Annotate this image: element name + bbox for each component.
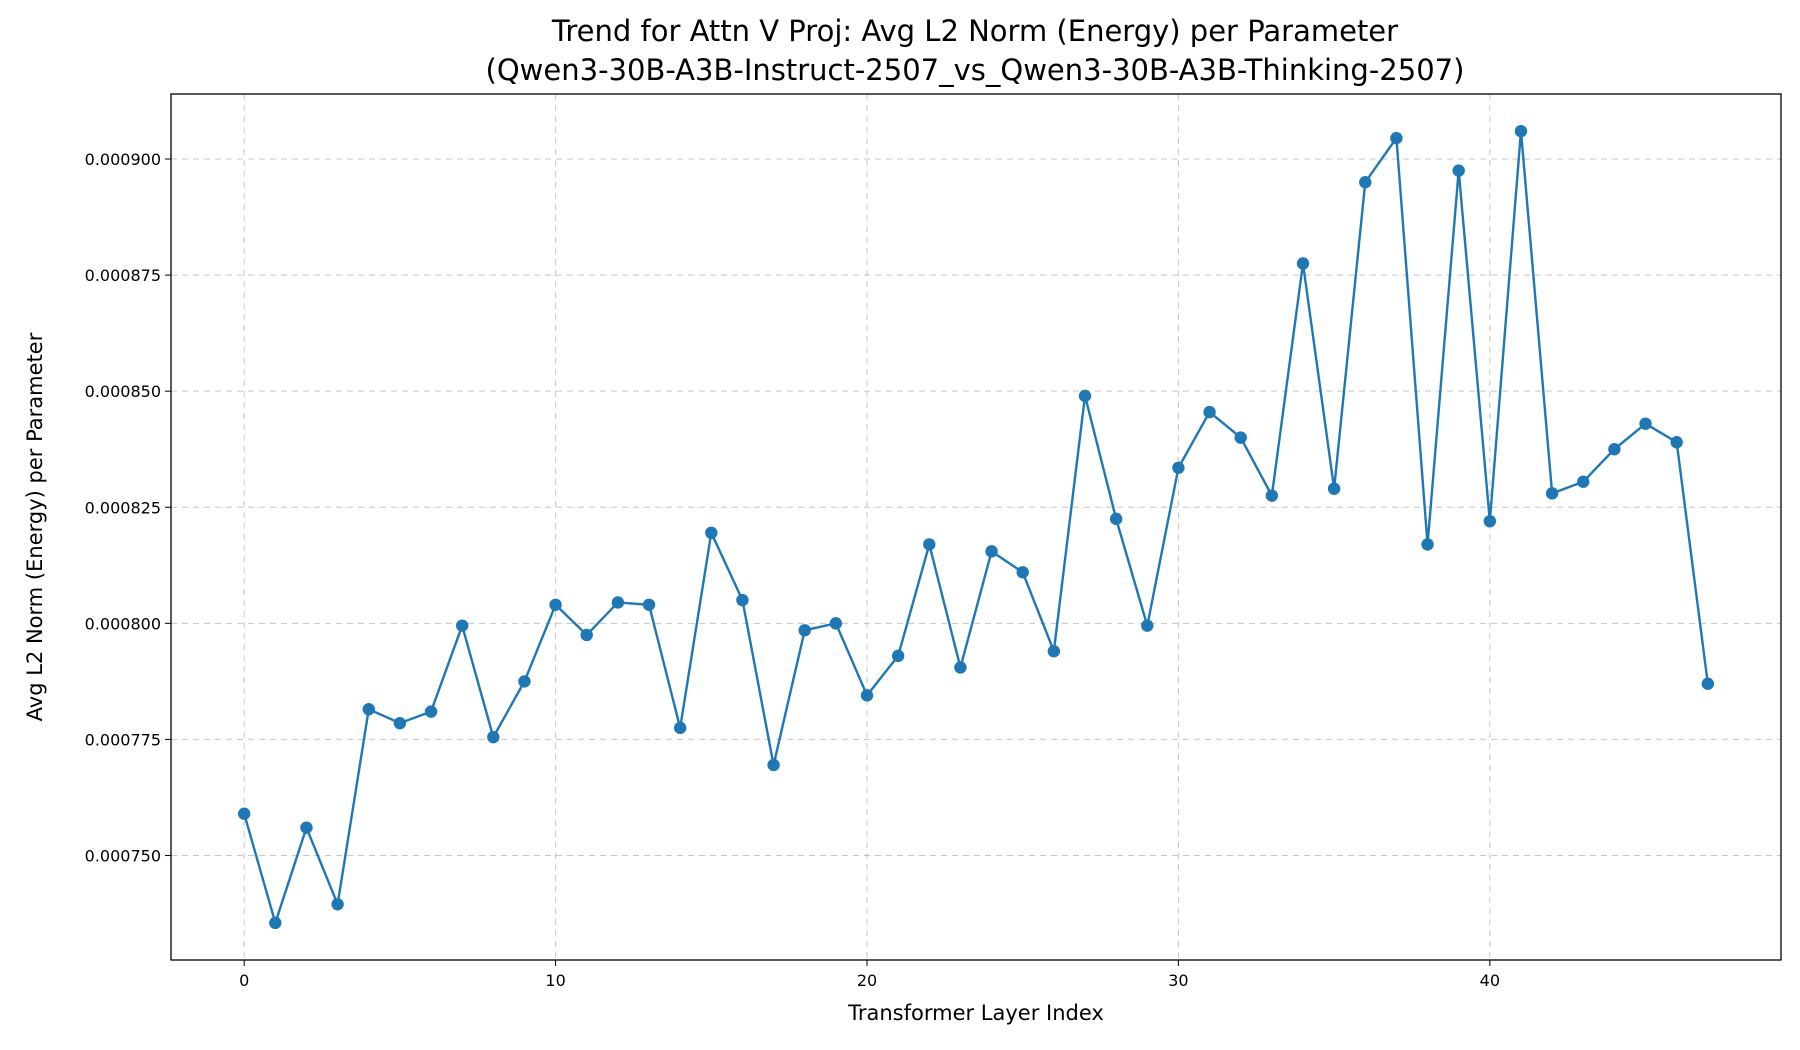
y-axis-label: Avg L2 Norm (Energy) per Parameter [23,332,47,721]
y-tick-label: 0.000875 [85,266,161,285]
x-tick-label: 20 [857,971,877,990]
data-point-layer-28 [1109,512,1123,526]
x-tick-label: 40 [1480,971,1500,990]
data-point-layer-11 [580,628,593,642]
data-point-layer-35 [1327,482,1341,495]
data-point-layer-13 [642,598,656,611]
data-point-layer-3 [331,898,344,911]
data-point-layer-25 [1016,566,1029,579]
data-point-layer-4 [362,703,375,716]
data-point-layer-0 [237,807,251,820]
data-point-layer-33 [1265,489,1279,502]
x-axis-label: Transformer Layer Index [847,1001,1104,1025]
data-point-layer-44 [1608,443,1621,456]
data-point-layer-14 [673,721,687,735]
data-point-layer-18 [798,624,811,637]
data-point-layer-8 [487,730,500,744]
data-point-layer-12 [611,596,625,609]
x-tick-label: 0 [239,971,249,990]
y-tick-label: 0.000900 [85,150,161,169]
data-point-layer-5 [393,716,407,730]
data-point-layer-38 [1421,538,1434,551]
series-line [243,129,1710,925]
data-point-layer-30 [1172,461,1185,474]
data-point-layer-40 [1483,514,1497,528]
data-point-layer-43 [1577,475,1590,488]
data-point-layer-29 [1141,619,1154,632]
x-axis-ticks: 0 10 20 30 40 [239,960,1500,990]
data-point-layer-37 [1390,131,1403,145]
data-point-layer-2 [300,821,313,834]
data-point-layer-17 [767,758,780,772]
data-point-layer-45 [1639,417,1652,430]
data-point-layer-7 [455,619,469,632]
data-point-layer-46 [1670,436,1683,449]
data-point-layer-9 [518,675,531,688]
series-group [237,124,1715,930]
grid-lines [171,94,1781,960]
x-tick-label: 30 [1168,971,1188,990]
data-point-layer-34 [1296,257,1310,270]
data-point-layer-31 [1203,405,1216,419]
data-point-layer-20 [860,689,874,702]
data-point-layer-42 [1545,487,1559,500]
data-point-layer-15 [705,526,718,540]
data-point-layer-32 [1234,431,1247,444]
data-point-layer-10 [549,598,562,611]
y-tick-label: 0.000775 [85,730,161,749]
data-point-layer-22 [923,538,936,551]
data-point-layer-21 [891,649,905,663]
y-tick-label: 0.000850 [85,382,161,401]
data-point-layer-16 [736,593,749,607]
data-point-layer-27 [1078,389,1092,403]
data-point-layer-6 [424,705,438,718]
plot-frame [170,93,1782,961]
data-point-layer-1 [269,916,282,930]
y-axis-ticks: 0.000750 0.000775 0.000800 0.000825 0.000850… [85,150,171,866]
data-point-layer-36 [1359,176,1372,189]
data-point-layer-26 [1047,645,1061,658]
y-tick-label: 0.000800 [85,614,161,633]
data-point-layer-47 [1701,677,1715,690]
chart-title-line1: Trend for Attn V Proj: Avg L2 Norm (Ener… [551,14,1398,48]
y-tick-label: 0.000750 [85,847,161,866]
y-tick-label: 0.000825 [85,498,161,517]
data-point-layer-23 [954,661,967,674]
data-point-layer-39 [1452,164,1465,177]
x-tick-label: 10 [545,971,565,990]
chart-title-line2: (Qwen3-30B-A3B-Instruct-2507_vs_Qwen3-30… [486,53,1465,87]
data-point-layer-41 [1514,124,1528,138]
data-point-layer-19 [829,617,843,630]
data-point-layer-24 [985,545,998,558]
